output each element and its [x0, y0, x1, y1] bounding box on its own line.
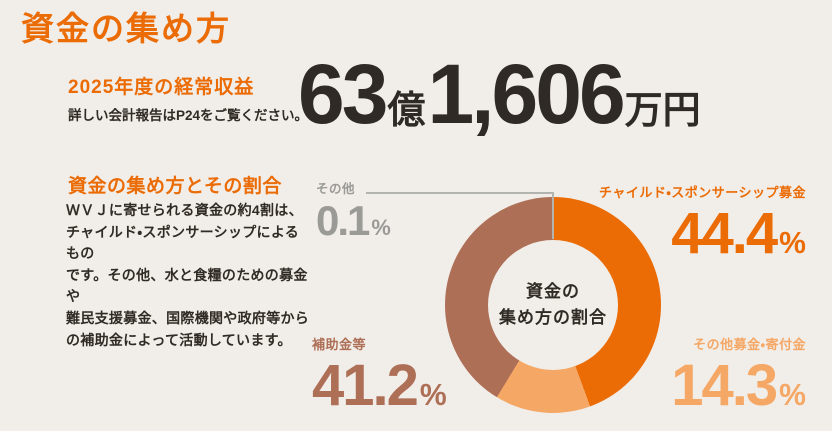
revenue-note: 詳しい会計報告はP24をご覧ください。: [68, 108, 309, 123]
amount-value-man: 1,606: [427, 47, 625, 141]
donut-center-label: 資金の 集め方の割合: [499, 281, 607, 327]
page-title: 資金の集め方: [21, 10, 231, 47]
segment-label-other: その他 0.1%: [316, 178, 391, 242]
revenue-amount: 63 億 1,606 万円: [298, 52, 703, 136]
segment-label-subsidy: 補助金等 41.2%: [312, 334, 447, 415]
amount-unit-oku: 億: [387, 90, 426, 132]
segment-percent-number: 14.3: [671, 353, 778, 418]
breakdown-heading: 資金の集め方とその割合: [68, 176, 282, 197]
donut-hole: 資金の 集め方の割合: [488, 240, 618, 370]
segment-value: 14.3%: [558, 357, 806, 415]
segment-name: その他募金・寄付金: [693, 337, 806, 352]
segment-name: その他: [316, 182, 356, 196]
percent-sign: %: [371, 215, 391, 240]
segment-percent-number: 0.1: [316, 197, 370, 244]
leader-line-horizontal: [366, 192, 553, 194]
segment-name: 補助金等: [312, 337, 367, 352]
revenue-heading: 2025年度の経常収益: [68, 77, 255, 98]
breakdown-body: ＷＶＪに寄せられる資金の約4割は、 チャイルド・スポンサーシップによるもの です…: [66, 202, 310, 348]
segment-label-child-sponsorship: チャイルド・スポンサーシップ募金 44.4%: [558, 182, 806, 263]
segment-value: 41.2%: [312, 357, 447, 415]
percent-sign: %: [779, 379, 806, 412]
segment-percent-number: 44.4: [671, 201, 778, 266]
leader-line-vertical: [552, 192, 554, 239]
segment-label-other-donations: その他募金・寄付金 14.3%: [558, 334, 806, 415]
percent-sign: %: [779, 227, 806, 260]
segment-value: 44.4%: [558, 205, 806, 263]
segment-percent-number: 41.2: [312, 353, 419, 418]
amount-unit-manyen: 万円: [624, 90, 701, 132]
segment-name: チャイルド・スポンサーシップ募金: [598, 185, 806, 200]
segment-value: 0.1%: [316, 200, 391, 242]
percent-sign: %: [419, 379, 447, 412]
amount-value-oku: 63: [298, 47, 388, 141]
